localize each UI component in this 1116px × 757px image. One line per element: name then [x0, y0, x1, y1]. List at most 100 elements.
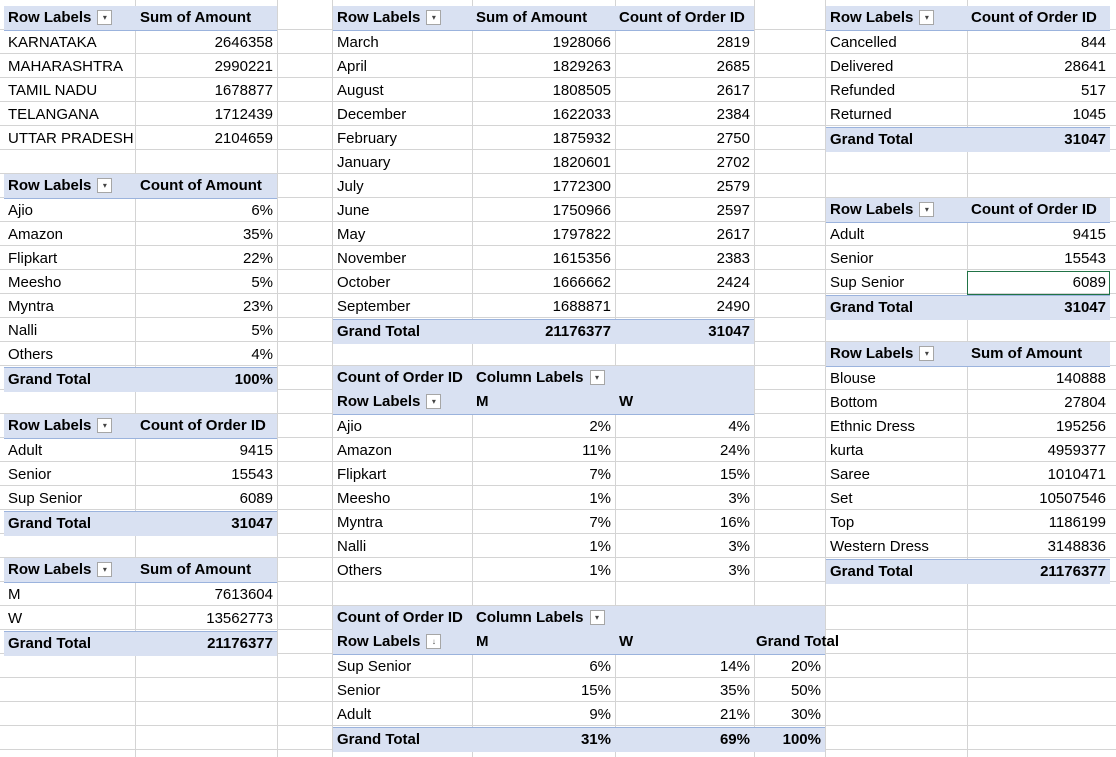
row-label[interactable]: Ethnic Dress — [830, 418, 916, 435]
row-labels-header[interactable]: Row Labels ↓ — [333, 630, 472, 654]
row-value[interactable]: 1678877 — [214, 82, 273, 99]
row-value[interactable]: 14% — [719, 658, 750, 675]
row-label[interactable]: Adult — [8, 442, 43, 459]
row-label[interactable]: Western Dress — [830, 538, 929, 555]
sort-dropdown-icon[interactable]: ↓ — [426, 633, 442, 649]
row-labels-header[interactable]: Row Labels ▾ — [4, 558, 136, 582]
row-value[interactable]: 1875932 — [552, 130, 611, 147]
row-value[interactable]: 5% — [251, 322, 273, 339]
row-value[interactable]: 16% — [719, 514, 750, 531]
row-label[interactable]: Set — [830, 490, 853, 507]
row-value[interactable]: 1186199 — [1048, 514, 1106, 531]
row-label[interactable]: April — [337, 58, 368, 75]
row-value[interactable]: 3% — [728, 490, 750, 507]
row-label[interactable]: February — [337, 130, 398, 147]
row-label[interactable]: KARNATAKA — [8, 34, 97, 51]
row-value[interactable]: 517 — [1080, 82, 1106, 99]
grand-total-value[interactable]: 31047 — [708, 323, 750, 340]
row-value[interactable]: 15% — [719, 466, 750, 483]
row-value[interactable]: 1% — [589, 562, 611, 579]
row-value[interactable]: 2685 — [716, 58, 750, 75]
row-value[interactable]: 2384 — [716, 106, 750, 123]
row-label[interactable]: Ajio — [8, 202, 34, 219]
row-value[interactable]: 9% — [589, 706, 611, 723]
row-label[interactable]: Senior — [8, 466, 52, 483]
row-value[interactable]: 2990221 — [214, 58, 273, 75]
row-label[interactable]: December — [337, 106, 407, 123]
grand-total-value[interactable]: 31% — [580, 731, 611, 748]
row-value[interactable]: 10507546 — [1039, 490, 1106, 507]
grand-total-value[interactable]: 21176377 — [1040, 563, 1106, 580]
column-labels-header[interactable]: Column Labels ▾ — [472, 606, 825, 630]
row-label[interactable]: Myntra — [337, 514, 383, 531]
grand-total-value[interactable]: 31047 — [231, 515, 273, 532]
row-labels-header[interactable]: Row Labels ▾ — [826, 342, 967, 366]
row-label[interactable]: September — [337, 298, 411, 315]
row-label[interactable]: Amazon — [337, 442, 393, 459]
row-label[interactable]: Cancelled — [830, 34, 897, 51]
row-value[interactable]: 3% — [728, 538, 750, 555]
row-label[interactable]: Adult — [337, 706, 372, 723]
row-value[interactable]: 2819 — [716, 34, 750, 51]
row-value[interactable]: 1712439 — [214, 106, 273, 123]
row-label[interactable]: January — [337, 154, 391, 171]
dropdown-icon[interactable]: ▾ — [589, 369, 605, 385]
row-labels-header[interactable]: Row Labels ▾ — [826, 6, 967, 30]
row-value[interactable]: 1928066 — [552, 34, 611, 51]
row-value[interactable]: 2646358 — [214, 34, 273, 51]
row-value[interactable]: 4959377 — [1047, 442, 1106, 459]
row-label[interactable]: June — [337, 202, 370, 219]
row-value[interactable]: 2617 — [716, 82, 750, 99]
row-label[interactable]: Ajio — [337, 418, 363, 435]
row-value[interactable]: 2750 — [716, 130, 750, 147]
row-labels-header[interactable]: Row Labels ▾ — [4, 414, 136, 438]
row-label[interactable]: Top — [830, 514, 855, 531]
row-label[interactable]: Refunded — [830, 82, 896, 99]
row-value[interactable]: 1615356 — [552, 250, 611, 267]
row-label[interactable]: Meesho — [337, 490, 391, 507]
row-label[interactable]: July — [337, 178, 364, 195]
grand-total-value[interactable]: 69% — [719, 731, 750, 748]
row-value[interactable]: 9415 — [239, 442, 273, 459]
row-value[interactable]: 15543 — [1064, 250, 1106, 267]
row-value[interactable]: 1010471 — [1047, 466, 1106, 483]
row-value[interactable]: 844 — [1080, 34, 1106, 51]
row-value[interactable]: 23% — [242, 298, 273, 315]
row-label[interactable]: Sup Senior — [337, 658, 412, 675]
row-label[interactable]: Senior — [830, 250, 874, 267]
row-value[interactable]: 1% — [589, 538, 611, 555]
row-value[interactable]: 2597 — [716, 202, 750, 219]
dropdown-icon[interactable]: ▾ — [426, 393, 442, 409]
dropdown-icon[interactable]: ▾ — [97, 561, 113, 577]
row-label[interactable]: TELANGANA — [8, 106, 99, 123]
row-value[interactable]: 2104659 — [214, 130, 273, 147]
row-value[interactable]: 35% — [242, 226, 273, 243]
row-value[interactable]: 1829263 — [552, 58, 611, 75]
row-labels-header[interactable]: Row Labels ▾ — [333, 6, 472, 30]
row-value[interactable]: 1045 — [1072, 106, 1106, 123]
grand-total-label[interactable]: Grand Total — [830, 299, 914, 316]
grand-total-value[interactable]: 31047 — [1064, 131, 1106, 148]
row-label[interactable]: W — [8, 610, 23, 627]
row-value[interactable]: 20% — [790, 658, 821, 675]
dropdown-icon[interactable]: ▾ — [919, 201, 935, 217]
row-label[interactable]: Others — [337, 562, 383, 579]
row-value[interactable]: 24% — [719, 442, 750, 459]
row-label[interactable]: Sup Senior — [830, 274, 905, 291]
selected-cell[interactable]: 6089 — [967, 271, 1110, 295]
row-value[interactable]: 3148836 — [1047, 538, 1106, 555]
grand-total-value[interactable]: 31047 — [1064, 299, 1106, 316]
row-label[interactable]: Flipkart — [8, 250, 58, 267]
row-label[interactable]: Adult — [830, 226, 865, 243]
grand-total-value[interactable]: 21176377 — [207, 635, 273, 652]
row-value[interactable]: 2490 — [716, 298, 750, 315]
row-labels-header[interactable]: Row Labels ▾ — [333, 390, 472, 414]
grand-total-label[interactable]: Grand Total — [8, 635, 92, 652]
dropdown-icon[interactable]: ▾ — [426, 9, 442, 25]
row-value[interactable]: 2702 — [716, 154, 750, 171]
row-labels-header[interactable]: Row Labels ▾ — [4, 174, 136, 198]
grand-total-value[interactable]: 100% — [782, 731, 821, 748]
row-value[interactable]: 28641 — [1064, 58, 1106, 75]
grand-total-label[interactable]: Grand Total — [337, 731, 421, 748]
row-label[interactable]: Nalli — [337, 538, 367, 555]
